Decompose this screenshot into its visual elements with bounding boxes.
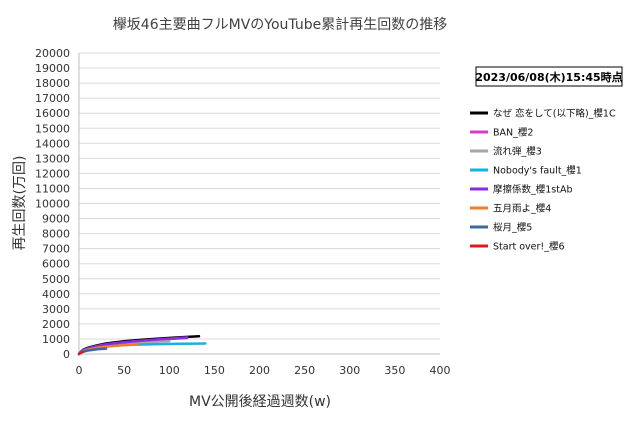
- date-box-frame: [475, 66, 623, 87]
- legend: なぜ 恋をして(以下略)_櫻1C BAN_櫻2 流れ弾_櫻3 Nobody's fau…: [470, 108, 616, 253]
- y-tick-label: 8000: [42, 228, 70, 241]
- y-tick-label: 19000: [35, 62, 70, 75]
- chart-title: 欅坂46主要曲フルMVのYouTube累計再生回数の推移: [113, 17, 447, 33]
- x-tick-label: 50: [117, 364, 131, 377]
- y-tick-label: 13000: [35, 152, 70, 165]
- x-tick-labels: 0 50 100 150 200 250 300 350 400: [76, 364, 451, 377]
- legend-label: 摩擦係数_櫻1stAb: [493, 184, 573, 196]
- legend-label: なぜ 恋をして(以下略)_櫻1C: [493, 108, 616, 120]
- legend-label: Nobody's fault_櫻1: [493, 165, 582, 177]
- legend-label: 五月雨よ_櫻4: [493, 203, 551, 215]
- y-tick-label: 1000: [42, 333, 70, 346]
- y-tick-label: 18000: [35, 77, 70, 90]
- legend-label: Start over!_櫻6: [493, 241, 565, 253]
- x-tick-label: 150: [204, 364, 225, 377]
- x-tick-label: 0: [76, 364, 83, 377]
- y-tick-label: 12000: [35, 167, 70, 180]
- series-lines: [77, 334, 207, 356]
- y-axis-label: 再生回数(万回): [12, 156, 28, 251]
- y-tick-label: 7000: [42, 243, 70, 256]
- series-line: [77, 350, 84, 356]
- x-tick-label: 400: [430, 364, 451, 377]
- x-tick-label: 350: [384, 364, 405, 377]
- y-tick-label: 10000: [35, 198, 70, 211]
- y-tick-label: 20000: [35, 47, 70, 60]
- y-tick-label: 17000: [35, 92, 70, 105]
- y-tick-label: 16000: [35, 107, 70, 120]
- axes: [78, 53, 440, 355]
- y-tick-label: 5000: [42, 273, 70, 286]
- x-axis-label: MV公開後経過週数(w): [189, 394, 331, 410]
- legend-label: 流れ弾_櫻3: [493, 146, 542, 158]
- grid: [79, 52, 440, 340]
- x-tick-label: 250: [294, 364, 315, 377]
- legend-label: 桜月_櫻5: [493, 222, 532, 234]
- x-tick-label: 100: [159, 364, 180, 377]
- date-box: 2023/06/08(木)15:45時点: [475, 66, 623, 87]
- y-tick-label: 0: [63, 348, 70, 361]
- x-tick-label: 200: [249, 364, 270, 377]
- y-tick-label: 9000: [42, 213, 70, 226]
- y-tick-label: 6000: [42, 258, 70, 271]
- y-tick-label: 15000: [35, 122, 70, 135]
- y-tick-label: 3000: [42, 303, 70, 316]
- y-tick-label: 2000: [42, 318, 70, 331]
- series-line: [77, 343, 139, 356]
- x-tick-label: 300: [339, 364, 360, 377]
- y-tick-label: 14000: [35, 137, 70, 150]
- y-tick-labels: 0 1000 2000 3000 4000 5000 6000 7000 8000 9000 100…: [35, 47, 70, 361]
- y-tick-label: 4000: [42, 288, 70, 301]
- date-box-text: 2023/06/08(木)15:45時点: [475, 70, 622, 84]
- y-tick-label: 11000: [35, 182, 70, 195]
- legend-label: BAN_櫻2: [493, 127, 533, 139]
